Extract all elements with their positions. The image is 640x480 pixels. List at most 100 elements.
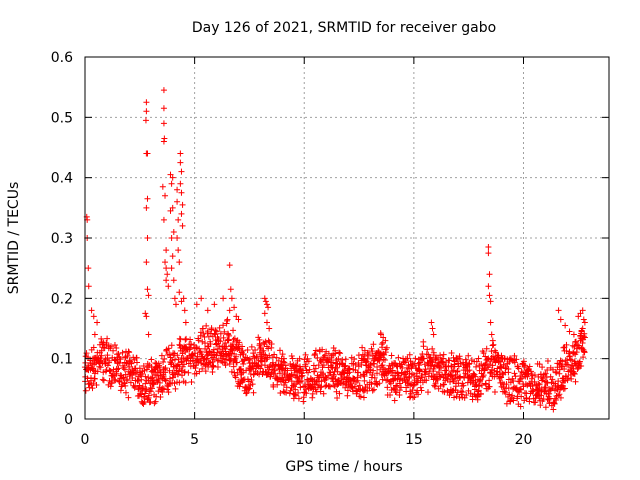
data-point bbox=[550, 406, 557, 413]
data-point bbox=[581, 334, 588, 341]
data-point bbox=[138, 391, 145, 398]
data-point bbox=[410, 372, 417, 379]
data-point bbox=[361, 377, 368, 384]
data-point bbox=[336, 390, 343, 397]
data-point bbox=[371, 360, 378, 367]
data-point bbox=[97, 364, 104, 371]
data-point bbox=[198, 295, 205, 302]
data-point bbox=[282, 377, 289, 384]
data-point bbox=[562, 322, 569, 329]
data-point bbox=[418, 387, 425, 394]
data-point bbox=[481, 367, 488, 374]
data-point bbox=[126, 364, 133, 371]
data-point bbox=[162, 192, 169, 199]
data-point bbox=[448, 368, 455, 375]
data-point bbox=[572, 338, 579, 345]
data-point bbox=[230, 336, 237, 343]
data-point bbox=[142, 117, 149, 124]
data-point bbox=[578, 328, 585, 335]
data-point bbox=[208, 325, 215, 332]
data-point bbox=[279, 351, 286, 358]
data-point bbox=[212, 327, 219, 334]
data-point bbox=[551, 400, 558, 407]
data-point bbox=[486, 383, 493, 390]
data-point bbox=[568, 357, 575, 364]
data-point bbox=[174, 235, 181, 241]
data-point bbox=[158, 352, 165, 359]
data-point bbox=[480, 372, 487, 379]
data-point bbox=[115, 378, 122, 385]
data-point bbox=[342, 362, 349, 369]
data-point bbox=[412, 355, 419, 362]
data-point bbox=[160, 138, 167, 145]
data-point bbox=[475, 355, 482, 362]
data-point bbox=[228, 295, 235, 302]
data-point bbox=[485, 283, 492, 290]
data-point bbox=[422, 368, 429, 375]
data-point bbox=[437, 352, 444, 359]
data-point bbox=[182, 379, 189, 386]
data-point bbox=[410, 382, 417, 389]
data-point bbox=[163, 247, 170, 254]
data-point bbox=[91, 331, 98, 338]
data-point bbox=[121, 366, 128, 373]
data-point bbox=[515, 365, 522, 372]
data-point bbox=[122, 389, 129, 396]
data-point bbox=[120, 364, 127, 371]
data-point bbox=[302, 382, 309, 389]
data-point bbox=[494, 365, 501, 372]
data-point bbox=[443, 375, 450, 382]
data-point bbox=[486, 292, 493, 299]
data-point bbox=[192, 344, 199, 351]
data-point bbox=[291, 391, 298, 398]
data-point bbox=[136, 382, 143, 389]
data-point bbox=[478, 361, 485, 368]
data-point bbox=[312, 365, 319, 372]
data-point bbox=[174, 186, 181, 193]
data-point bbox=[171, 295, 178, 302]
data-point bbox=[332, 347, 339, 354]
data-point bbox=[180, 361, 187, 368]
data-point bbox=[529, 388, 536, 395]
data-point bbox=[452, 371, 459, 378]
data-point bbox=[330, 372, 337, 379]
data-point bbox=[344, 392, 351, 399]
data-point bbox=[557, 394, 564, 401]
data-point bbox=[168, 342, 175, 349]
data-point bbox=[223, 343, 230, 350]
data-point bbox=[511, 370, 518, 377]
data-point bbox=[163, 277, 170, 284]
data-point bbox=[169, 253, 176, 260]
data-point bbox=[488, 370, 495, 377]
data-point bbox=[153, 372, 160, 379]
data-point bbox=[182, 319, 189, 326]
data-point bbox=[517, 386, 524, 393]
data-point bbox=[309, 390, 316, 397]
data-point bbox=[94, 368, 101, 375]
data-point bbox=[115, 350, 122, 357]
data-point bbox=[111, 341, 118, 348]
data-point bbox=[536, 381, 543, 388]
data-point bbox=[334, 368, 341, 375]
data-point bbox=[132, 383, 139, 390]
data-point bbox=[485, 250, 492, 257]
y-tick-label: 0 bbox=[64, 412, 73, 428]
data-point bbox=[420, 343, 427, 350]
y-tick-label: 0.1 bbox=[51, 352, 73, 368]
data-point bbox=[398, 384, 405, 391]
data-point bbox=[368, 381, 375, 388]
data-point bbox=[473, 363, 480, 370]
data-point bbox=[489, 337, 496, 344]
data-point bbox=[460, 382, 467, 389]
data-point bbox=[429, 345, 436, 352]
data-point bbox=[555, 378, 562, 385]
data-point bbox=[356, 393, 363, 400]
data-point bbox=[477, 390, 484, 397]
data-point bbox=[293, 374, 300, 381]
x-axis-label: GPS time / hours bbox=[285, 459, 402, 475]
data-point bbox=[187, 336, 194, 343]
data-point bbox=[393, 382, 400, 389]
data-point bbox=[447, 378, 454, 385]
data-point bbox=[443, 367, 450, 374]
data-point bbox=[207, 340, 214, 347]
